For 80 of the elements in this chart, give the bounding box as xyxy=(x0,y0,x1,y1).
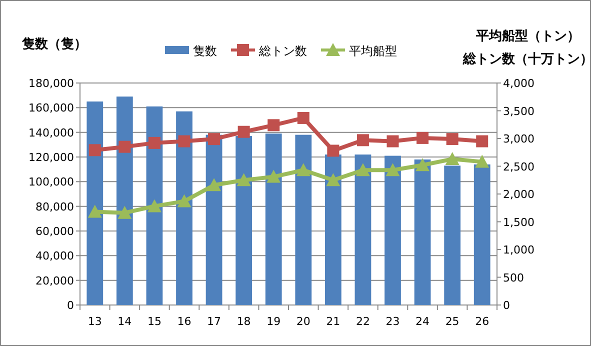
x-tick-label: 25 xyxy=(445,315,460,328)
y2-tick-label: 3,000 xyxy=(503,132,534,146)
point xyxy=(147,199,162,212)
y-tick-label: 160,000 xyxy=(28,102,74,115)
y2-tick-label: 1,500 xyxy=(503,216,534,229)
point xyxy=(236,173,251,186)
bar xyxy=(236,136,252,305)
bar xyxy=(265,134,282,305)
point xyxy=(416,158,430,172)
x-tick-label: 14 xyxy=(118,315,132,328)
point xyxy=(356,163,370,176)
y-tick-label: 80,000 xyxy=(36,200,74,214)
bar xyxy=(146,106,163,305)
point xyxy=(297,112,310,124)
y2-tick-label: 3,500 xyxy=(503,104,534,118)
point xyxy=(266,170,281,183)
point xyxy=(118,206,132,219)
point xyxy=(208,133,220,146)
bar xyxy=(354,154,372,305)
y-tick-label: 20,000 xyxy=(36,274,74,288)
y2-tick-label: 500 xyxy=(503,271,524,284)
y-axis-title: 隻数（隻） xyxy=(21,36,87,52)
point xyxy=(177,194,192,208)
point xyxy=(416,132,429,144)
x-tick-label: 13 xyxy=(88,315,102,328)
x-tick-label: 20 xyxy=(296,315,310,328)
y-tick-label: 0 xyxy=(67,299,74,312)
point xyxy=(178,135,190,148)
x-tick-label: 23 xyxy=(386,315,400,328)
point xyxy=(268,119,280,132)
x-tick-label: 15 xyxy=(147,315,162,328)
y-tick-label: 140,000 xyxy=(28,126,74,140)
y2-tick-label: 1,000 xyxy=(503,244,534,256)
point xyxy=(446,133,458,146)
bar xyxy=(86,102,104,305)
point xyxy=(238,126,250,138)
point xyxy=(326,173,340,186)
legend-label: 総トン数 xyxy=(258,44,307,58)
x-tick-label: 21 xyxy=(326,315,340,328)
point xyxy=(476,135,488,148)
point xyxy=(296,163,310,176)
point xyxy=(207,178,222,192)
x-tick-label: 26 xyxy=(475,315,490,328)
y2-tick-label: 2,000 xyxy=(503,188,534,201)
legend-label: 隻数 xyxy=(193,44,217,58)
y2-tick-label: 0 xyxy=(503,299,510,312)
x-tick-label: 18 xyxy=(236,315,251,328)
bar xyxy=(324,154,342,305)
bar xyxy=(176,111,192,305)
point xyxy=(356,134,369,146)
y2-tick-label: 4,000 xyxy=(503,77,534,90)
point xyxy=(148,136,160,149)
bar xyxy=(474,164,490,305)
x-tick-label: 19 xyxy=(266,315,281,328)
x-tick-label: 16 xyxy=(177,315,192,328)
y-tick-label: 180,000 xyxy=(28,77,74,90)
bar xyxy=(444,166,461,305)
x-tick-label: 22 xyxy=(356,315,370,328)
x-tick-label: 17 xyxy=(207,315,222,328)
x-tick-label: 24 xyxy=(416,315,430,328)
bar xyxy=(116,96,133,305)
legend-label: 平均船型 xyxy=(349,44,397,58)
point xyxy=(386,163,400,176)
y-tick-label: 100,000 xyxy=(28,176,74,189)
y2-axis-title: 平均船型（トン）総トン数（十万トン） xyxy=(462,29,591,67)
y-tick-label: 120,000 xyxy=(28,151,74,164)
point xyxy=(327,144,340,157)
point xyxy=(118,140,131,153)
bar xyxy=(414,159,431,305)
bar xyxy=(384,156,401,305)
point xyxy=(88,204,102,218)
point xyxy=(386,135,399,148)
bar xyxy=(206,134,222,305)
y2-tick-label: 2,500 xyxy=(503,160,534,174)
point xyxy=(475,154,490,168)
y-tick-label: 60,000 xyxy=(36,225,74,238)
point xyxy=(88,144,101,156)
y-tick-label: 40,000 xyxy=(36,250,74,263)
bar xyxy=(295,134,312,305)
point xyxy=(445,152,460,166)
